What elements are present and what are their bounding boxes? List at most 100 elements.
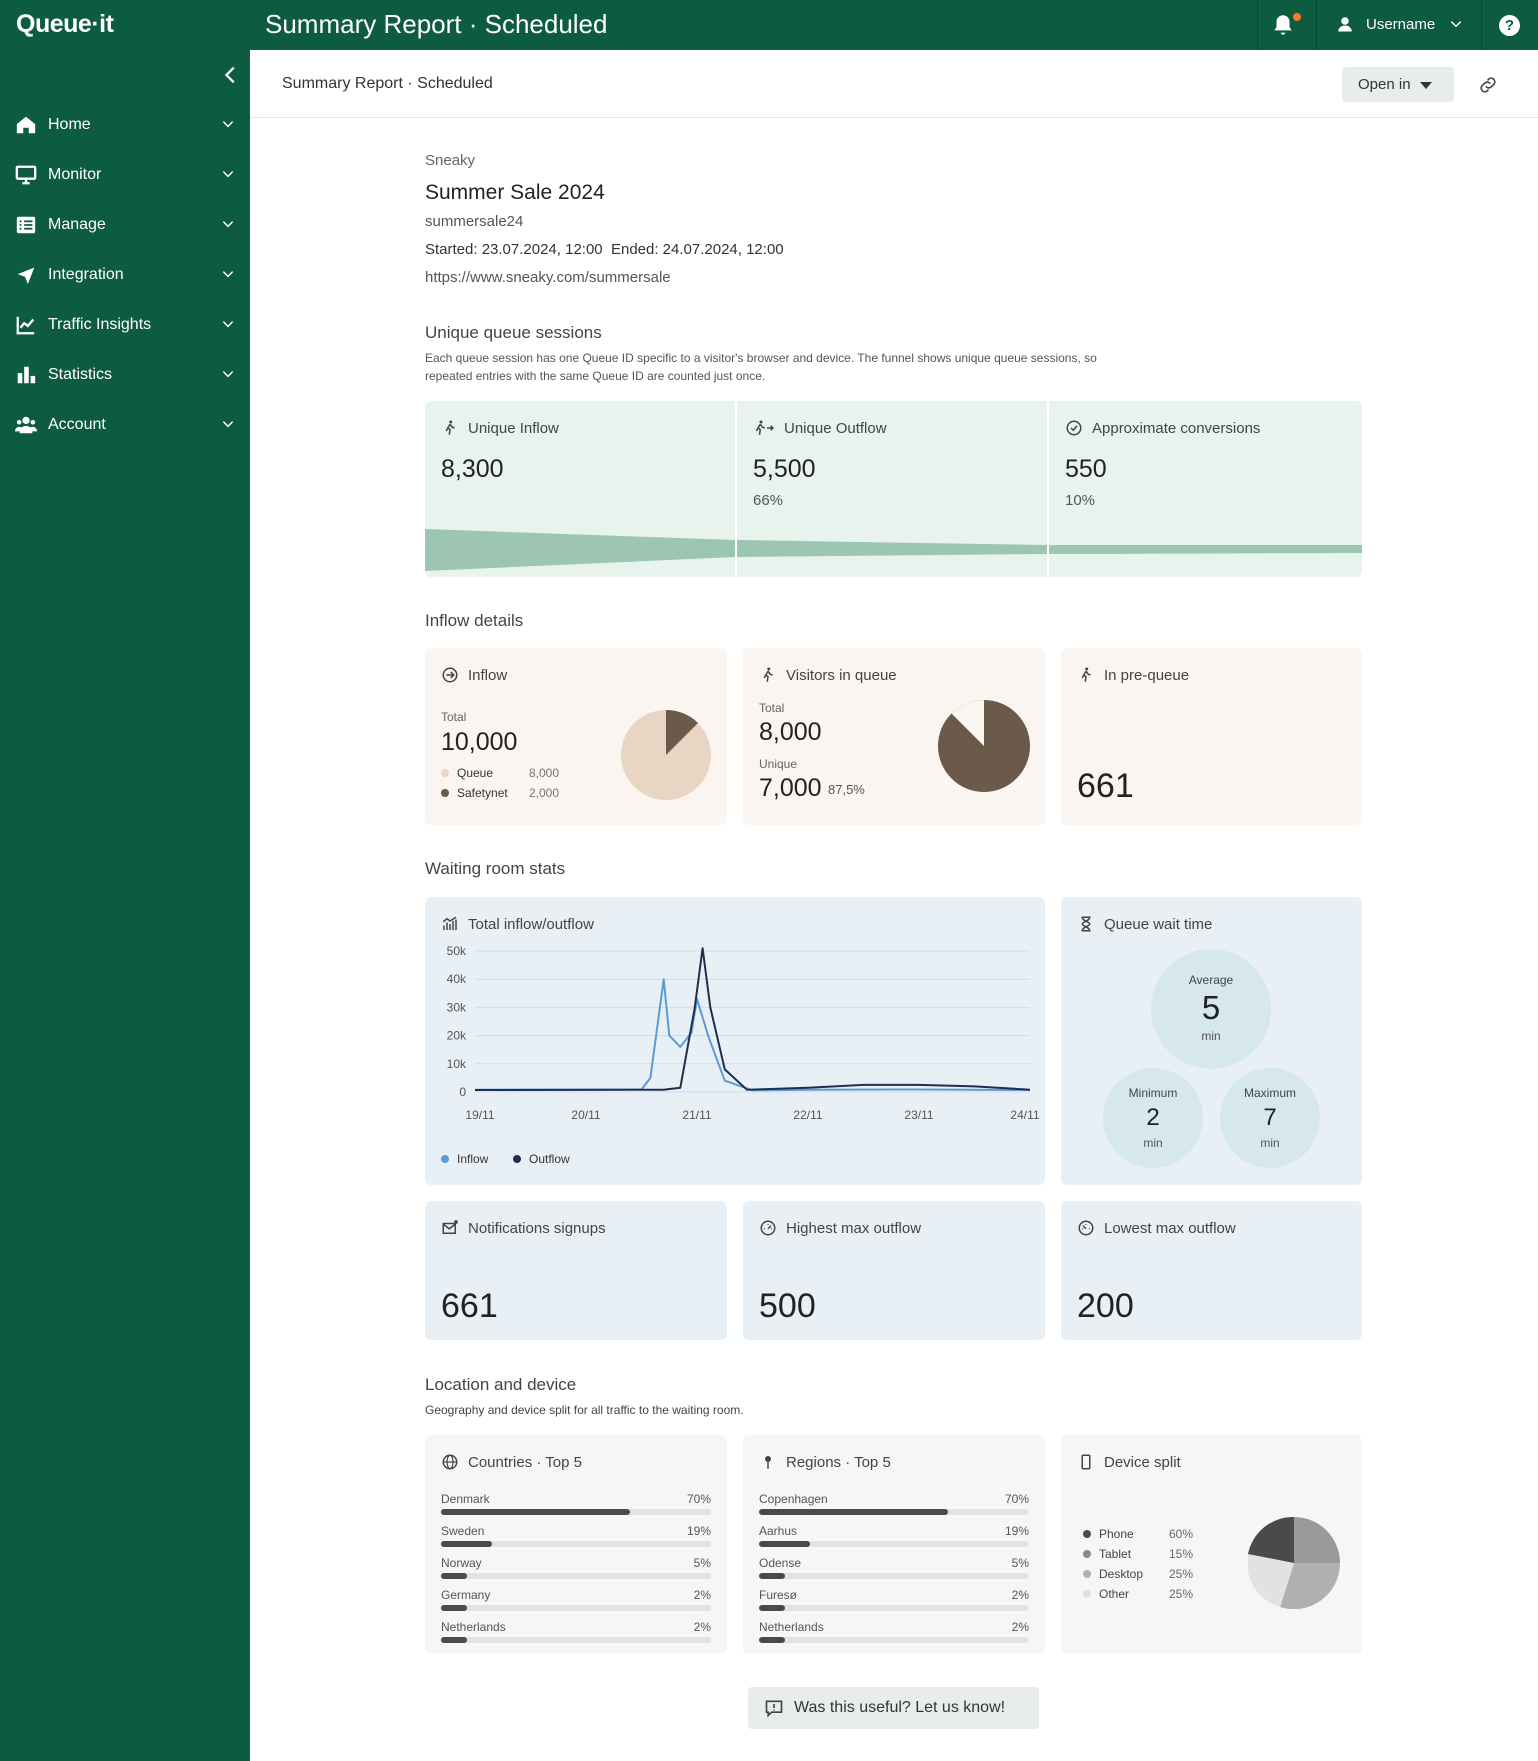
bar-fill [759,1509,948,1515]
lowest-outflow-value: 200 [1077,1287,1134,1325]
link-icon[interactable] [1475,74,1501,96]
sidebar-item-integration[interactable]: Integration [0,255,250,295]
home-icon [16,116,36,134]
legend-value: 2,000 [529,786,560,800]
event-url[interactable]: https://www.sneaky.com/summersale [425,269,671,286]
legend-value: 60% [1169,1527,1194,1541]
bar-value: 2% [1011,1588,1029,1602]
inflow-outflow-chart-card: Total inflow/outflow 0 10k 20k 30k 40k 50k 19/… [425,897,1045,1185]
chevron-down-icon[interactable] [221,367,235,381]
label: Minimum [1128,1086,1178,1100]
username: Username [1366,15,1436,33]
divider [1257,0,1258,50]
list-icon [16,216,36,234]
sidebar-item-label: Integration [48,266,124,283]
open-in-button[interactable]: Open in [1342,67,1454,102]
funnel-card: Unique Inflow 8,300 Unique Outflow 5,500… [425,401,1362,577]
legend-swatch [1083,1590,1091,1598]
queue-it-logo[interactable]: Queue·it [16,10,114,38]
bar-value: 2% [1011,1620,1029,1634]
bar-label: Copenhagen [759,1492,828,1506]
maximum-wait-circle: Maximum 7 min [1220,1068,1320,1168]
bar-track [759,1509,1029,1515]
unit: min [1143,1136,1163,1150]
sidebar-item-monitor[interactable]: Monitor [0,155,250,195]
chevron-down-icon[interactable] [221,217,235,231]
sidebar-item-label: Home [48,116,91,133]
series-line-outflow [474,947,1031,1091]
bell-icon[interactable] [1270,12,1296,38]
bar-label: Norway [441,1556,482,1570]
bar-fill [441,1637,467,1643]
x-tick-label: 23/11 [904,1108,933,1122]
bar-fill [759,1637,785,1643]
legend-queue: Queue 8,000 [441,766,559,780]
inflow-title: Inflow [441,666,507,684]
sidebar-item-manage[interactable]: Manage [0,205,250,245]
chevron-down-icon[interactable] [221,117,235,131]
pie-slice-safetynet [666,710,698,755]
value: 7 [1263,1104,1277,1131]
globe-icon [442,1454,458,1470]
sidebar-item-traffic-insights[interactable]: Traffic Insights [0,305,250,345]
value: 2 [1146,1104,1160,1131]
page-title: Summary Report · Scheduled [282,75,493,92]
label: Approximate conversions [1092,419,1261,437]
label: Total inflow/outflow [468,915,594,933]
help-icon[interactable]: ? [1499,15,1520,36]
section-heading: Unique queue sessions [425,323,602,342]
y-tick-label: 30k [447,1000,467,1014]
device-legend-item: Desktop 25% [1083,1567,1193,1581]
label: Countries · Top 5 [468,1453,582,1471]
collapse-sidebar-icon[interactable] [220,64,242,86]
y-tick-label: 0 [459,1085,466,1099]
divider [1316,0,1317,50]
mail-icon [442,1220,458,1234]
unique-outflow-value: 5,500 [753,455,816,483]
regions-title: Regions · Top 5 [759,1453,891,1471]
legend-label: Tablet [1099,1547,1132,1561]
sidebar-item-statistics[interactable]: Statistics [0,355,250,395]
pie-slice [1248,1517,1294,1563]
prequeue-value: 661 [1077,767,1134,805]
event-dates: Started: 23.07.2024, 12:00 Ended: 24.07.… [425,241,784,258]
sidebar-item-label: Manage [48,216,106,233]
bar-label: Germany [441,1588,491,1602]
legend-swatch [441,769,449,777]
total-label: Total [441,710,467,724]
bar-track [441,1637,711,1643]
bar-label: Netherlands [441,1620,506,1634]
user-menu[interactable]: Username [1336,15,1463,33]
open-in-label: Open in [1358,76,1411,93]
divider [1481,0,1482,50]
inflow-total: 10,000 [441,728,518,756]
gauge-icon [760,1220,776,1236]
x-tick-label: 21/11 [682,1108,711,1122]
chart-icon [442,916,457,930]
customer-name: Sneaky [425,152,476,169]
feedback-button[interactable]: Was this useful? Let us know! [748,1687,1039,1729]
bar-track [441,1573,711,1579]
bar-value: 70% [686,1492,711,1506]
device-legend-item: Phone 60% [1083,1527,1193,1541]
bar-chart-icon [17,366,36,384]
y-tick-label: 40k [447,972,467,986]
sidebar-item-home[interactable]: Home [0,105,250,145]
section-description: Geography and device split for all traff… [425,1403,744,1417]
sidebar-item-account[interactable]: Account [0,405,250,445]
unit: min [1260,1136,1280,1150]
chevron-down-icon[interactable] [221,317,235,331]
pie-slice [1248,1554,1294,1607]
prequeue-title: In pre-queue [1077,666,1189,684]
chevron-down-icon[interactable] [221,417,235,431]
walking-person-icon [1081,667,1091,682]
value: 5 [1201,989,1221,1026]
chart-title: Total inflow/outflow [441,915,594,933]
bar-label: Netherlands [759,1620,824,1634]
chevron-down-icon[interactable] [221,267,235,281]
label: Lowest max outflow [1104,1219,1236,1237]
chevron-down-icon[interactable] [221,167,235,181]
notifications-value: 661 [441,1287,498,1325]
chevron-down-icon [1451,21,1462,28]
section-description: Each queue session has one Queue ID spec… [425,351,1097,365]
